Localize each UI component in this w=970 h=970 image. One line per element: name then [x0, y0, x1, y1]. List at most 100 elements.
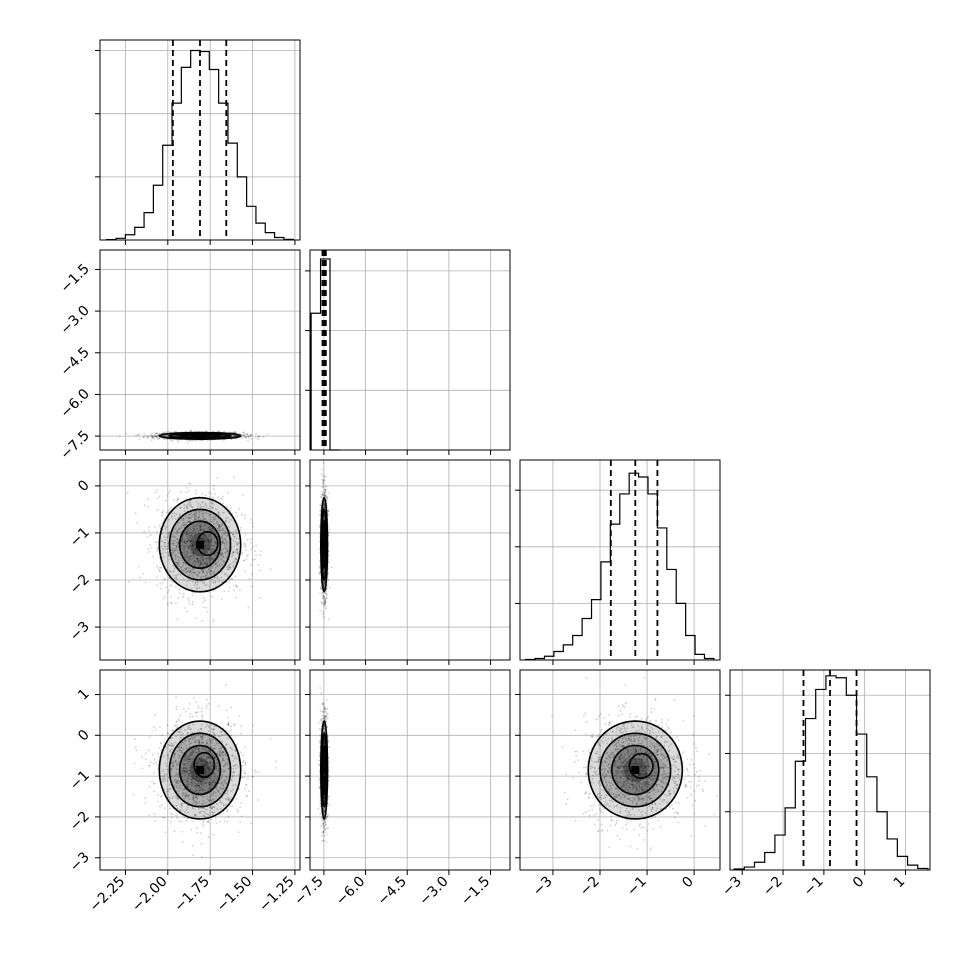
- sample-point: [208, 434, 211, 437]
- sample-point: [190, 533, 193, 535]
- sample-point: [153, 438, 156, 440]
- sample-point: [156, 435, 159, 438]
- sample-point: [190, 570, 193, 573]
- sample-point: [164, 435, 166, 437]
- sample-point: [199, 529, 202, 531]
- sample-point: [170, 584, 173, 587]
- sample-point: [257, 564, 260, 566]
- sample-point: [166, 434, 169, 437]
- sample-point: [187, 597, 189, 600]
- sample-point: [252, 724, 254, 727]
- sample-point: [321, 468, 323, 471]
- sample-point: [164, 595, 166, 598]
- sample-point: [206, 547, 209, 550]
- sample-point: [244, 746, 246, 748]
- sample-point: [223, 435, 226, 437]
- sample-point: [189, 715, 192, 718]
- sample-point: [190, 528, 192, 531]
- sample-point: [254, 558, 256, 561]
- sample-point: [216, 565, 219, 567]
- sample-point: [321, 591, 324, 594]
- sample-point: [190, 434, 192, 437]
- sample-point: [176, 434, 179, 437]
- sample-point: [213, 488, 216, 491]
- sample-point: [257, 438, 260, 441]
- sample-point: [191, 562, 194, 564]
- sample-point: [245, 433, 248, 436]
- sample-point: [203, 434, 206, 437]
- sample-point: [177, 516, 179, 519]
- sample-point: [184, 491, 187, 494]
- sample-point: [156, 432, 158, 435]
- sample-point: [210, 535, 212, 537]
- sample-point: [233, 430, 236, 433]
- panel-frame: [309, 459, 511, 661]
- sample-point: [206, 539, 209, 542]
- sample-point: [208, 435, 211, 437]
- sample-point: [204, 494, 207, 497]
- sample-point: [228, 721, 231, 724]
- sample-point: [155, 435, 158, 437]
- sample-point: [249, 434, 251, 436]
- sample-point: [217, 512, 220, 515]
- sample-point: [229, 507, 232, 510]
- sample-point: [205, 606, 208, 609]
- sample-point: [224, 573, 226, 576]
- sample-point: [191, 715, 194, 718]
- sample-point: [176, 435, 179, 437]
- sample-point: [196, 505, 199, 507]
- sample-point: [192, 530, 195, 532]
- sample-point: [175, 561, 178, 564]
- sample-point: [233, 434, 236, 437]
- sample-point: [187, 546, 190, 549]
- sample-point: [203, 435, 206, 437]
- sample-point: [269, 568, 272, 571]
- sample-point: [172, 542, 174, 544]
- sample-point: [172, 440, 174, 442]
- sample-point: [151, 435, 154, 438]
- sample-point: [147, 505, 150, 508]
- sample-point: [235, 584, 237, 587]
- sample-point: [233, 476, 235, 479]
- sample-point: [219, 820, 221, 823]
- sample-point: [202, 597, 205, 600]
- sample-point: [172, 540, 175, 542]
- sample-point: [220, 558, 223, 561]
- sample-point: [323, 616, 326, 619]
- sample-point: [194, 534, 197, 537]
- sample-point: [326, 498, 329, 500]
- sample-point: [250, 548, 253, 551]
- sample-point: [146, 435, 149, 437]
- sample-point: [190, 534, 193, 537]
- sample-point: [258, 435, 261, 438]
- sample-point: [188, 599, 191, 601]
- sample-point: [167, 589, 170, 592]
- sample-point: [135, 434, 137, 436]
- sample-point: [242, 434, 245, 437]
- sample-point: [244, 533, 247, 536]
- sample-point: [208, 496, 211, 498]
- sample-point: [199, 564, 202, 566]
- sample-point: [195, 524, 197, 527]
- sample-point: [222, 556, 225, 559]
- sample-point: [193, 510, 195, 513]
- sample-point: [200, 856, 203, 858]
- sample-point: [194, 512, 197, 515]
- sample-point: [167, 430, 170, 433]
- sample-point: [164, 831, 167, 834]
- sample-point: [155, 432, 157, 435]
- sample-point: [327, 583, 329, 585]
- sample-point: [210, 536, 213, 538]
- sample-point: [247, 554, 249, 557]
- sample-point: [192, 435, 194, 437]
- sample-point: [148, 526, 151, 528]
- sample-point: [209, 539, 212, 542]
- sample-point: [156, 509, 159, 512]
- sample-point: [158, 437, 161, 440]
- sample-point: [244, 549, 247, 551]
- sample-point: [204, 511, 207, 514]
- sample-point: [220, 536, 223, 538]
- sample-point: [257, 771, 260, 773]
- sample-point: [152, 434, 155, 436]
- sample-point: [194, 518, 196, 521]
